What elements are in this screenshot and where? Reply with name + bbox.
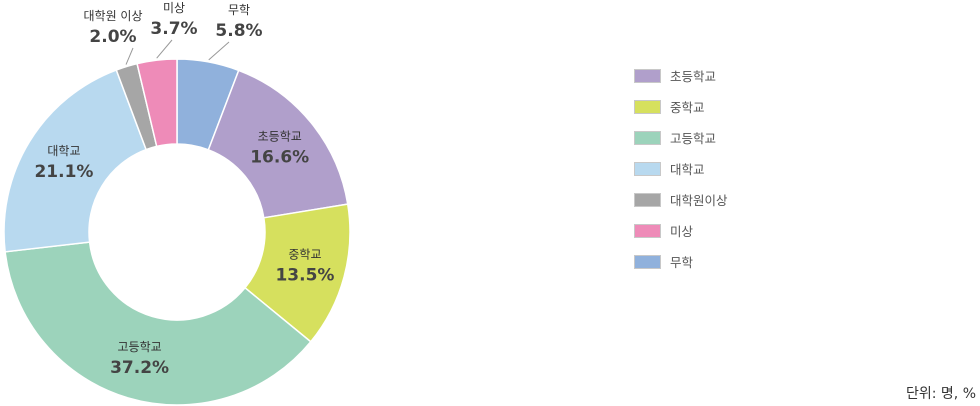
legend-label: 고등학교 bbox=[670, 131, 717, 146]
legend-label: 초등학교 bbox=[670, 69, 717, 84]
slice-value-label: 21.1% bbox=[34, 162, 93, 182]
leader-line bbox=[156, 39, 173, 59]
unit-note: 단위: 명, % bbox=[905, 386, 976, 402]
legend-swatch bbox=[634, 68, 661, 83]
legend-item-graduate: 대학원이상 bbox=[634, 184, 728, 215]
slice-category-label: 고등학교 bbox=[118, 340, 162, 354]
slice-high-school bbox=[4, 241, 312, 406]
legend-label: 중학교 bbox=[670, 100, 705, 115]
legend-label: 무학 bbox=[670, 255, 694, 270]
legend-item-no-education: 무학 bbox=[634, 246, 728, 277]
donut-chart: 무학 5.8% 초등학교 16.6% 중학교 13.5% 고등학교 37.2% 대학교 21.1%… bbox=[3, 1, 351, 406]
legend-swatch bbox=[634, 130, 661, 145]
legend: 초등학교 중학교 고등학교 대학교 대학원이상 미상 무학 bbox=[634, 60, 728, 277]
slice-value-label: 2.0% bbox=[89, 27, 136, 47]
slice-category-label: 대학교 bbox=[47, 144, 80, 158]
donut-slices bbox=[3, 58, 351, 406]
slice-value-label: 3.7% bbox=[150, 19, 197, 39]
slice-category-label: 무학 bbox=[228, 3, 250, 17]
leader-line bbox=[125, 47, 134, 65]
slice-value-label: 37.2% bbox=[110, 358, 169, 378]
slice-labels: 무학 5.8% 초등학교 16.6% 중학교 13.5% 고등학교 37.2% 대학교 21.1%… bbox=[34, 1, 334, 378]
legend-swatch bbox=[634, 223, 661, 238]
legend-item-unknown: 미상 bbox=[634, 215, 728, 246]
slice-category-label: 초등학교 bbox=[258, 129, 302, 143]
slice-value-label: 13.5% bbox=[275, 265, 334, 285]
leader-line bbox=[208, 41, 230, 61]
legend-label: 대학교 bbox=[670, 162, 705, 177]
slice-category-label: 대학원 이상 bbox=[83, 9, 142, 23]
slice-value-label: 16.6% bbox=[250, 147, 309, 167]
legend-swatch bbox=[634, 99, 661, 114]
legend-swatch bbox=[634, 161, 661, 176]
legend-item-university: 대학교 bbox=[634, 153, 728, 184]
legend-item-elementary: 초등학교 bbox=[634, 60, 728, 91]
legend-label: 대학원이상 bbox=[670, 193, 728, 208]
legend-swatch bbox=[634, 192, 661, 207]
legend-swatch bbox=[634, 254, 661, 269]
legend-item-middle: 중학교 bbox=[634, 91, 728, 122]
leader-lines bbox=[125, 39, 230, 65]
slice-category-label: 미상 bbox=[163, 1, 185, 15]
legend-label: 미상 bbox=[670, 224, 694, 239]
slice-unknown bbox=[136, 58, 178, 148]
slice-university bbox=[3, 69, 148, 253]
slice-elementary bbox=[207, 69, 349, 219]
slice-value-label: 5.8% bbox=[215, 21, 262, 41]
legend-item-high: 고등학교 bbox=[634, 122, 728, 153]
slice-category-label: 중학교 bbox=[288, 247, 321, 261]
